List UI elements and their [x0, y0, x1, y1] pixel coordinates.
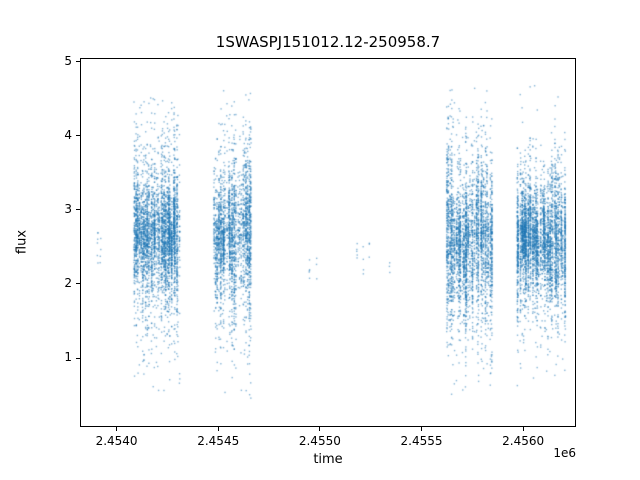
y-tick-label: 2: [64, 275, 72, 290]
x-tick-label: 2.4550: [298, 434, 341, 448]
y-tick-mark: [76, 61, 80, 63]
x-tick-label: 2.4555: [400, 434, 443, 448]
plot-title: 1SWASPJ151012.12-250958.7: [215, 33, 441, 51]
y-tick-mark: [76, 209, 80, 211]
x-axis-label: time: [313, 452, 343, 467]
x-tick-label: 2.4545: [197, 434, 240, 448]
axes-box: [80, 58, 576, 427]
y-tick-label: 3: [64, 201, 72, 216]
y-axis-label: flux: [14, 229, 30, 255]
x-tick-label: 2.4540: [95, 434, 138, 448]
x-tick-mark: [522, 427, 524, 431]
x-tick-label: 2.4560: [502, 434, 545, 448]
x-offset-label: 1e6: [553, 446, 576, 460]
y-tick-label: 1: [64, 350, 72, 365]
y-tick-label: 4: [64, 127, 72, 142]
plot-canvas: [80, 58, 576, 427]
y-tick-label: 5: [64, 53, 72, 68]
x-tick-mark: [217, 427, 219, 431]
y-tick-mark: [76, 283, 80, 285]
y-tick-mark: [76, 135, 80, 137]
x-tick-mark: [421, 427, 422, 431]
y-tick-mark: [76, 357, 80, 359]
x-tick-mark: [116, 427, 118, 431]
x-tick-mark: [319, 427, 321, 431]
